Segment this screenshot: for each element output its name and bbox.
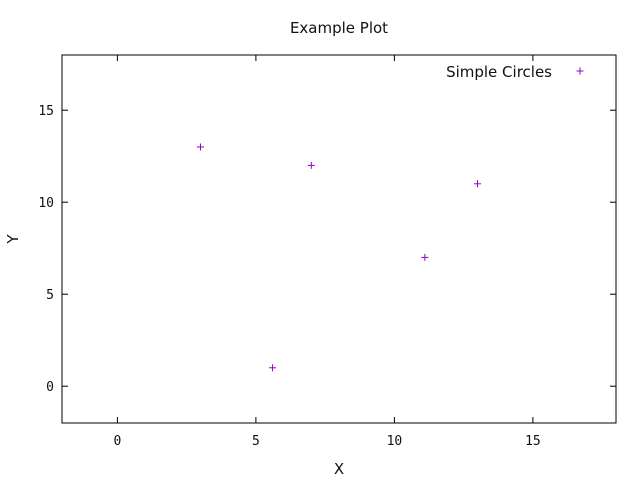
x-tick-label-1: 5 (252, 434, 260, 449)
legend: Simple Circles (446, 63, 584, 81)
data-point-0-0 (197, 143, 204, 151)
y-tick-label-2: 10 (38, 196, 54, 211)
plot-frame (61, 54, 617, 424)
data-point-0-2 (474, 180, 481, 188)
legend-label: Simple Circles (446, 63, 552, 81)
y-tick-label-1: 5 (46, 288, 54, 303)
legend-marker (576, 67, 584, 75)
chart-title: Example Plot (290, 19, 388, 37)
y-axis-label: Y (4, 234, 22, 245)
axis-tick-labels: 0 5 10 15 0 5 10 15 (38, 104, 540, 449)
data-point-0-1 (307, 161, 315, 169)
data-point-0-3 (421, 253, 429, 261)
data-point-0-4 (269, 364, 277, 372)
data-points (197, 143, 481, 372)
x-tick-label-0: 0 (113, 434, 121, 449)
x-axis-label: X (334, 460, 344, 478)
x-tick-label-2: 10 (387, 434, 403, 449)
y-tick-label-3: 15 (38, 104, 54, 119)
y-tick-label-0: 0 (46, 380, 54, 395)
axis-ticks (62, 55, 616, 423)
legend-marker-symbol (576, 67, 584, 75)
x-tick-label-3: 15 (525, 434, 541, 449)
